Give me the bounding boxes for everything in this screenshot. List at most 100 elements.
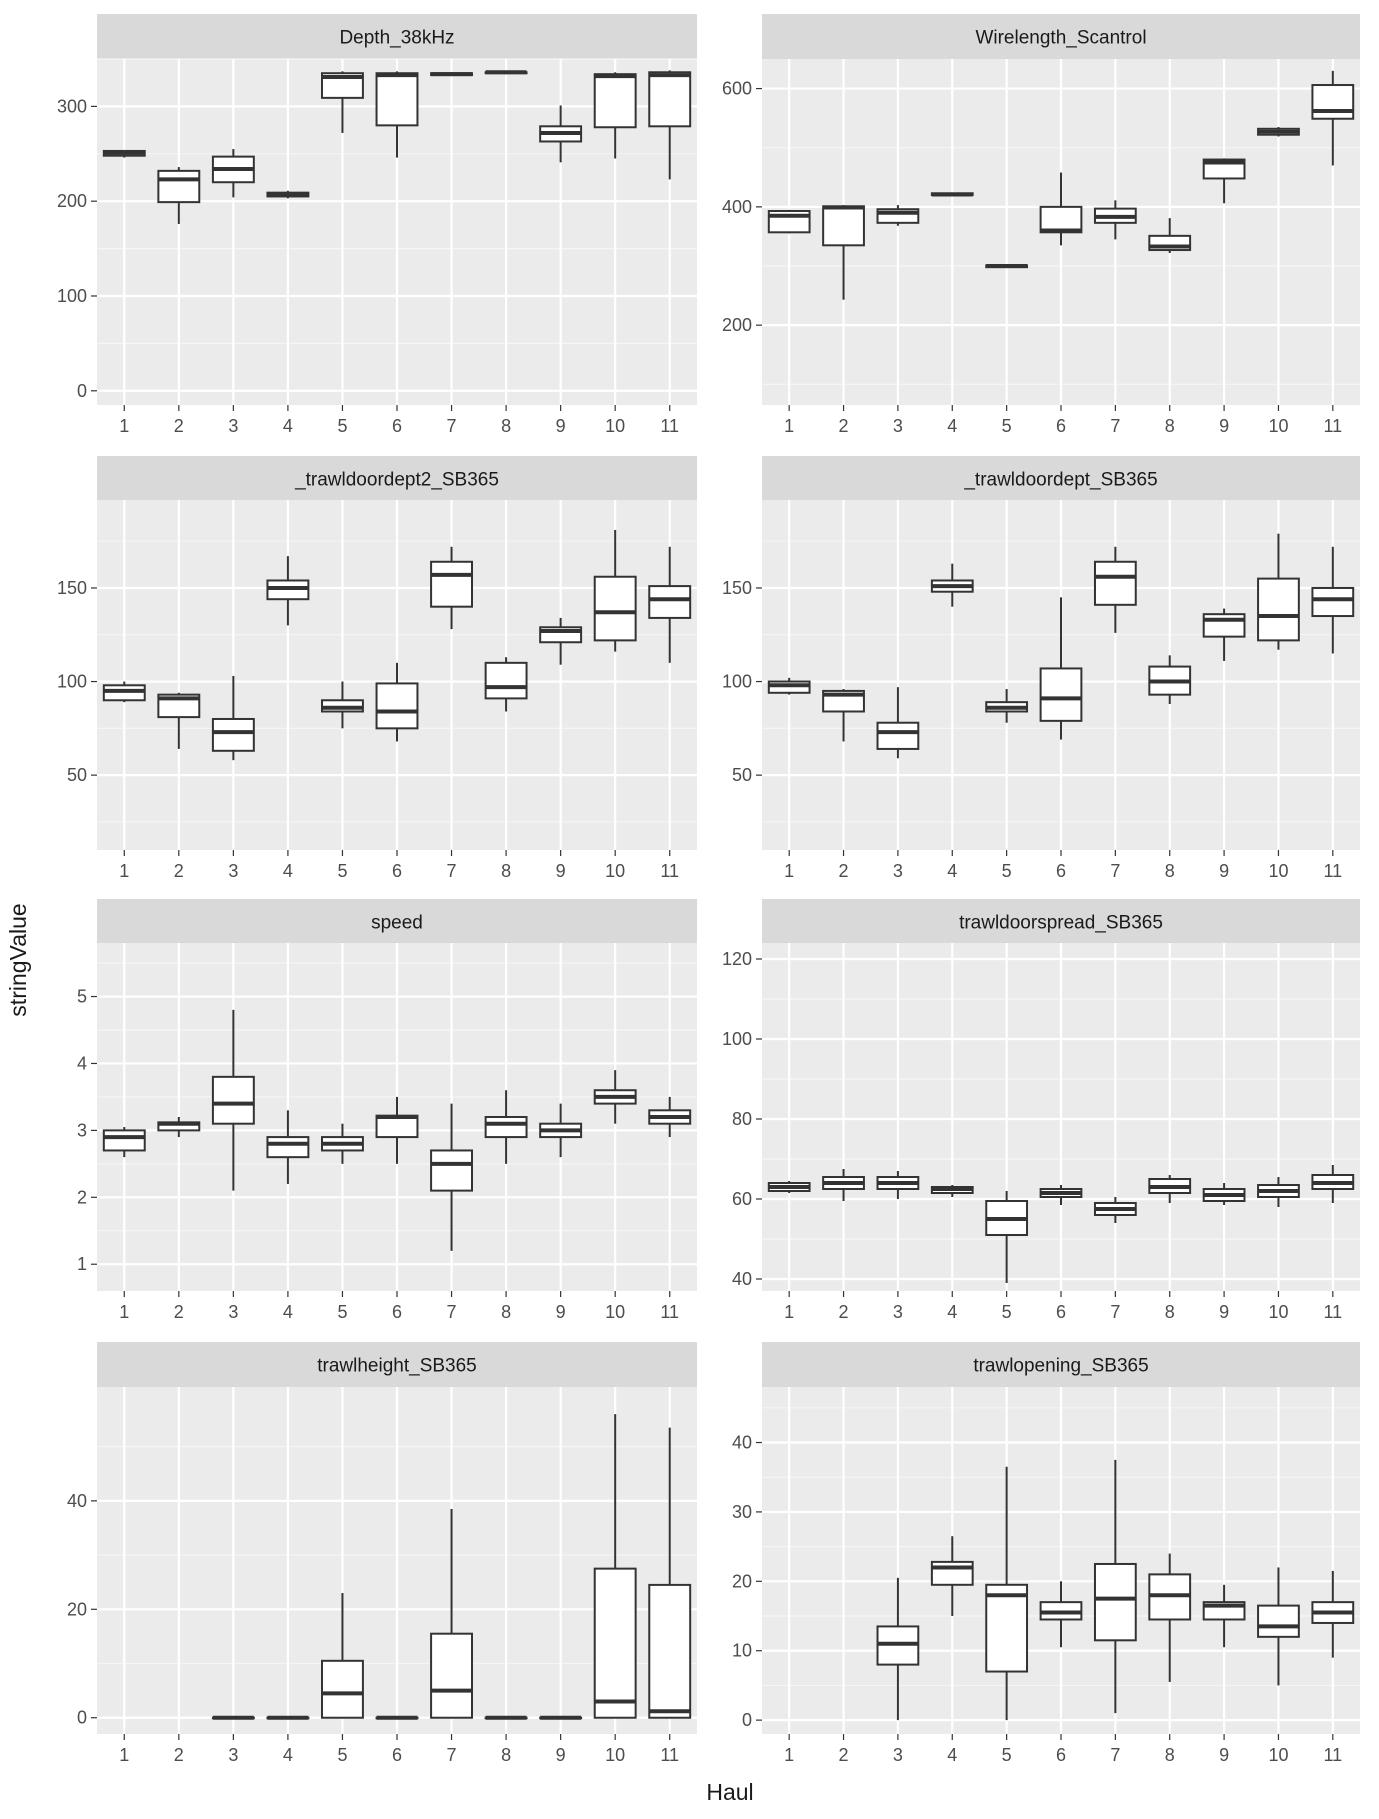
x-tick-label: 3: [228, 416, 238, 436]
boxplot-haul-11: [1311, 1165, 1355, 1203]
x-tick-label: 9: [1219, 1745, 1229, 1765]
boxplot-haul-8: [484, 70, 528, 75]
y-tick-label: 1: [77, 1254, 87, 1274]
y-tick-label: 80: [732, 1109, 752, 1129]
facet-panel: trawlopening_SB365 0 10 20 30 40 1 2 3 4 5 6 7 8 9 10 11: [732, 1342, 1360, 1765]
x-tick-label: 10: [605, 1745, 625, 1765]
x-tick-label: 10: [1268, 1302, 1288, 1322]
boxplot-haul-7: [1093, 1197, 1137, 1223]
facet-title: speed: [371, 913, 423, 934]
boxplot-haul-5: [321, 71, 364, 133]
boxplot-haul-4: [266, 1110, 310, 1184]
x-tick-label: 11: [1323, 1745, 1342, 1765]
facet-panel: _trawldoordept2_SB365 50 100 150 1 2 3 4 5 6 7 8 9 10…: [57, 456, 697, 881]
x-tick-label: 1: [119, 416, 129, 436]
x-tick-label: 6: [392, 1745, 402, 1765]
x-tick-label: 3: [893, 1302, 903, 1322]
x-tick-label: 2: [174, 861, 184, 881]
x-tick-label: 3: [228, 1302, 238, 1322]
box-iqr: [430, 1632, 474, 1719]
x-tick-label: 2: [839, 861, 849, 881]
boxplot-haul-11: [648, 1096, 692, 1138]
boxplot-haul-2: [157, 1117, 201, 1138]
boxplot-haul-4: [930, 1185, 974, 1197]
y-tick-label: 0: [77, 381, 87, 401]
y-tick-label: 5: [77, 987, 87, 1007]
x-tick-label: 8: [501, 861, 511, 881]
x-tick-label: 6: [1056, 416, 1066, 436]
x-tick-label: 1: [119, 1745, 129, 1765]
boxplot-haul-1: [767, 209, 811, 234]
facet-panel: Depth_38kHz 0 100 200 300 1 2 3 4 5 6 7 8 9 10 11: [57, 14, 697, 436]
boxplot-haul-4: [266, 1715, 310, 1720]
boxplot-haul-9: [539, 1103, 583, 1158]
boxplot-haul-9: [1202, 158, 1246, 204]
x-tick-label: 9: [556, 1745, 566, 1765]
y-tick-label: 150: [722, 578, 752, 598]
boxplot-haul-10: [1257, 1567, 1300, 1686]
x-tick-label: 5: [337, 1745, 347, 1765]
facet-strip: [97, 1342, 697, 1387]
boxplot-haul-5: [321, 1123, 364, 1164]
boxplot-haul-1: [102, 681, 146, 703]
boxplot-haul-4: [930, 563, 974, 607]
boxplot-haul-10: [1257, 127, 1300, 137]
x-tick-label: 8: [1165, 1302, 1175, 1322]
box-iqr: [1093, 560, 1137, 606]
boxplot-haul-10: [593, 1414, 637, 1719]
boxplot-haul-4: [266, 190, 310, 199]
x-tick-label: 2: [174, 416, 184, 436]
boxplot-haul-2: [157, 167, 201, 224]
boxplot-haul-3: [876, 687, 920, 759]
x-tick-label: 1: [784, 861, 794, 881]
boxplot-haul-3: [211, 675, 255, 761]
facet-title: Depth_38kHz: [339, 28, 454, 49]
boxplot-haul-5: [321, 1593, 364, 1719]
boxplot-haul-8: [1148, 1175, 1192, 1203]
x-tick-label: 9: [1219, 1302, 1229, 1322]
x-tick-label: 2: [839, 416, 849, 436]
boxplot-haul-7: [1093, 1459, 1137, 1714]
x-tick-label: 5: [1002, 416, 1012, 436]
boxplot-haul-9: [1202, 608, 1246, 661]
box-iqr: [822, 205, 865, 247]
x-tick-label: 1: [119, 861, 129, 881]
y-tick-label: 40: [732, 1269, 752, 1289]
boxplot-haul-9: [539, 105, 583, 163]
x-tick-label: 5: [1002, 1745, 1012, 1765]
boxplot-haul-2: [822, 1169, 865, 1201]
x-tick-label: 6: [392, 416, 402, 436]
x-tick-label: 6: [1056, 1302, 1066, 1322]
x-tick-label: 7: [1110, 1745, 1120, 1765]
boxplot-haul-6: [1039, 1581, 1083, 1648]
box-iqr: [430, 560, 474, 608]
boxplot-haul-6: [375, 662, 419, 742]
x-tick-label: 3: [228, 1745, 238, 1765]
facet-panel: _trawldoordept_SB365 50 100 150 1 2 3 4 5 6 7 8 9 10 1…: [722, 456, 1360, 881]
boxplot-haul-11: [648, 1427, 692, 1719]
y-tick-label: 200: [722, 315, 752, 335]
boxplot-haul-2: [822, 205, 865, 300]
x-tick-label: 7: [1110, 861, 1120, 881]
x-tick-label: 7: [447, 1745, 457, 1765]
box-iqr: [375, 682, 419, 730]
y-tick-label: 200: [57, 191, 87, 211]
boxplot-haul-7: [430, 1508, 474, 1719]
boxplot-haul-5: [985, 689, 1029, 723]
boxplot-haul-4: [930, 1536, 974, 1617]
boxplot-haul-11: [648, 546, 692, 663]
box-iqr: [1093, 1562, 1137, 1642]
y-tick-label: 400: [722, 197, 752, 217]
x-tick-label: 3: [228, 861, 238, 881]
boxplot-haul-9: [539, 1715, 583, 1720]
boxplot-haul-6: [375, 1096, 419, 1164]
facet-title: trawldoorspread_SB365: [959, 913, 1163, 934]
y-tick-label: 100: [57, 672, 87, 692]
y-tick-label: 50: [732, 765, 752, 785]
boxplot-haul-2: [157, 692, 201, 749]
x-tick-label: 11: [1323, 861, 1342, 881]
boxplot-haul-4: [930, 192, 974, 197]
facet-panel: speed 1 2 3 4 5 1 2 3 4 5 6 7 8 9 10 11: [77, 899, 697, 1322]
